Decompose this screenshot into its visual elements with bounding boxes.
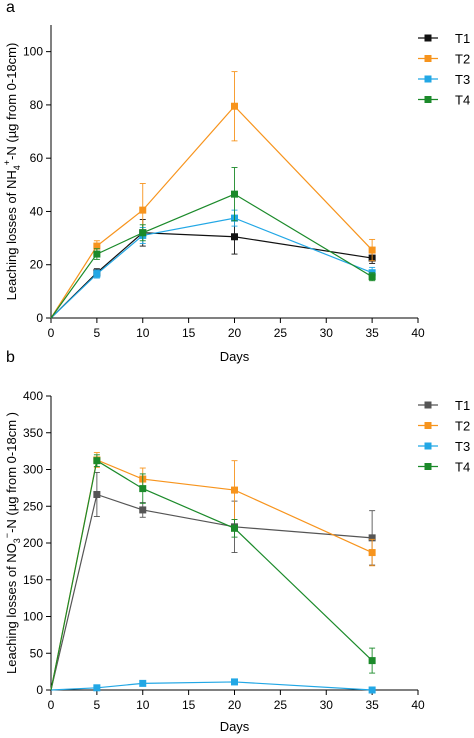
data-point-t3 [139,679,147,687]
y-tick-label: 0 [36,311,43,325]
y-tick-label: 100 [23,45,43,59]
y-tick-label: 300 [23,463,43,477]
y-tick-label: 150 [23,573,43,587]
chart-panel-b: b0 5 10 15 20 25 30 35 4005010015020025030035040… [2,349,470,734]
legend-marker-t1 [424,401,432,409]
data-point-t4 [93,250,101,258]
data-point-t4 [368,657,376,665]
chart-panel-a: a 0 5 10 15 20 25 30 35 40 0 20 40 60 80 100 Days Leachin… [2,0,470,364]
x-tick-label: 10 [136,326,150,340]
data-point-t1 [139,506,147,514]
y-tick-label: 50 [30,646,44,660]
data-point-t2 [139,206,147,214]
legend-marker-t4 [424,96,432,103]
legend-label-t3: T3 [455,439,470,454]
x-axis-label: Days [220,719,250,734]
x-tick-label: 5 [94,326,101,340]
legend-label-t4: T4 [455,93,470,108]
y-tick-label: 400 [23,389,43,403]
legend-label-t2: T2 [455,419,470,434]
data-point-t4 [231,524,238,532]
series-line-t2 [50,105,373,319]
y-tick-label: 60 [30,151,44,165]
data-point-t1 [93,490,101,498]
legend-marker-t3 [424,442,432,450]
x-tick-label: 20 [228,326,242,340]
x-tick-label: 20 [228,698,242,712]
data-point-t3 [93,684,101,692]
panel-label: a [6,0,15,16]
y-tick-label: 100 [23,610,43,624]
legend-label-t4: T4 [455,460,470,475]
legend-label-t2: T2 [455,52,470,67]
x-tick-label: 35 [365,698,379,712]
y-tick-label: 250 [23,499,43,513]
legend-marker-t2 [424,55,432,62]
data-point-t4 [231,190,238,198]
x-tick-label: 0 [48,326,55,340]
x-tick-label: 0 [48,698,55,712]
x-tick-label: 15 [182,326,196,340]
data-point-t3 [231,678,238,686]
data-point-t2 [368,549,376,557]
data-point-t4 [93,457,101,465]
data-point-t4 [139,229,147,237]
data-point-t1 [231,233,238,241]
y-tick-label: 20 [30,258,44,272]
y-tick-label: 0 [36,683,43,697]
x-tick-label: 30 [320,326,334,340]
y-tick-label: 80 [30,98,44,112]
y-tick-label: 200 [23,536,43,550]
legend-marker-t2 [424,422,432,429]
x-tick-label: 35 [365,326,379,340]
legend-label-t3: T3 [455,72,470,87]
y-tick-label: 40 [30,204,44,218]
data-point-t2 [93,242,101,250]
data-point-t3 [368,686,376,694]
panel-label: b [6,349,15,366]
legend-marker-t3 [424,75,432,83]
legend-marker-t4 [424,463,432,470]
data-point-t3 [93,270,101,278]
x-tick-label: 25 [274,698,288,712]
data-point-t2 [231,486,238,494]
x-tick-label: 40 [411,698,425,712]
data-point-t4 [368,273,376,281]
x-axis-label: Days [220,349,250,364]
legend-label-t1: T1 [455,31,470,46]
y-axis-label: Leaching losses of NH4+-N (µg from 0-18c… [2,43,22,301]
data-point-t2 [368,246,376,254]
data-point-t2 [231,102,238,110]
series-line-t1 [50,493,373,691]
x-tick-label: 15 [182,698,196,712]
y-tick-label: 350 [23,426,43,440]
x-tick-label: 10 [136,698,150,712]
series-line-t3 [50,217,373,319]
legend-label-t1: T1 [455,398,470,413]
x-tick-label: 25 [274,326,288,340]
legend-marker-t1 [424,34,432,42]
x-tick-label: 30 [320,698,334,712]
x-tick-label: 5 [94,698,101,712]
data-point-t4 [139,485,147,493]
y-axis-label: Leaching losses of NO3−-N (µg from 0-18c… [2,412,22,674]
x-tick-label: 40 [411,326,425,340]
data-point-t1 [368,534,376,542]
